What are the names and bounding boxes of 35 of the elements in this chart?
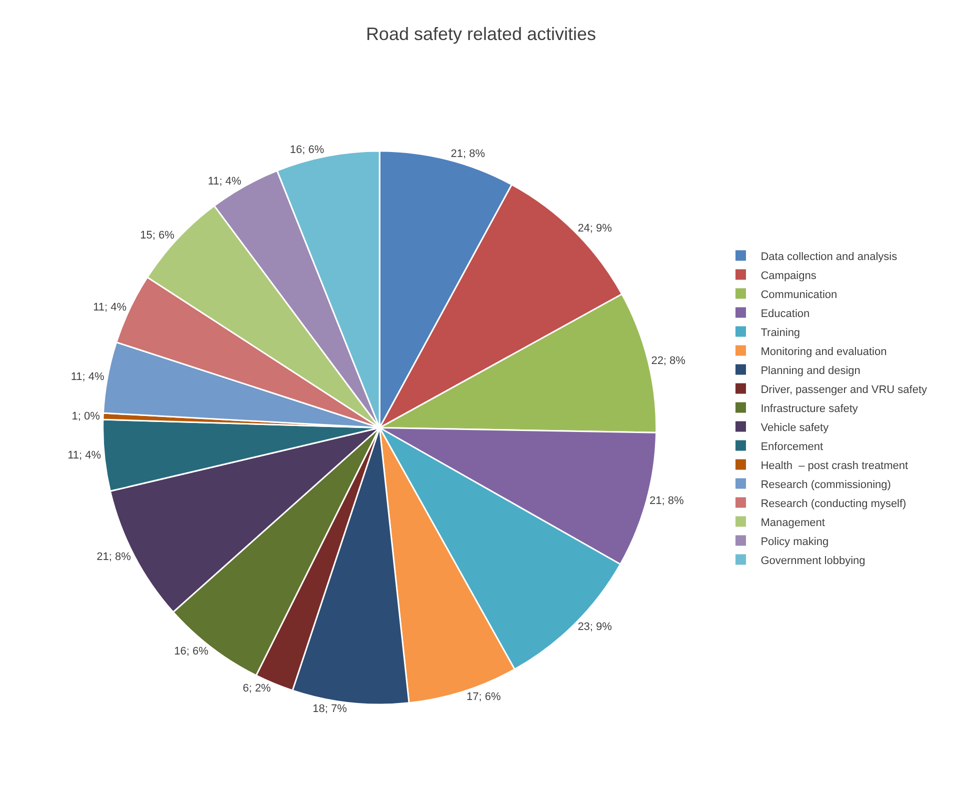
data-label: 1; 0%	[72, 410, 100, 422]
data-label: 18; 7%	[312, 702, 348, 715]
legend-label: Research (conducting myself)	[760, 498, 906, 510]
data-label: 16; 6%	[290, 144, 324, 156]
legend-label: Research (commissioning)	[760, 478, 891, 491]
legend-label: Planning and design	[760, 364, 860, 377]
data-label: 6; 2%	[242, 682, 272, 695]
legend-label: Data collection and analysis	[760, 250, 898, 263]
legend-label: Communication	[760, 288, 838, 301]
data-label: 21; 8%	[96, 550, 132, 563]
data-label: 23; 9%	[578, 621, 612, 634]
data-label: 11; 4%	[70, 370, 104, 383]
legend-label: Enforcement	[760, 440, 824, 453]
data-label: 11; 4%	[208, 176, 242, 188]
data-label: 21; 8%	[450, 148, 486, 160]
legend-label: Management	[760, 516, 825, 529]
data-label: 11; 4%	[93, 302, 127, 314]
data-label: 21; 8%	[650, 495, 684, 508]
data-label: 11; 4%	[68, 450, 102, 462]
data-label: 17; 6%	[466, 690, 502, 703]
legend-label: Government lobbying	[760, 554, 866, 567]
data-label: 22; 8%	[651, 354, 686, 367]
legend-label: Education	[760, 308, 810, 320]
legend-label: Training	[760, 326, 800, 339]
chart-title: Road safety related activities	[366, 24, 596, 44]
legend-label: Campaigns	[760, 270, 817, 282]
data-label: 15; 6%	[140, 230, 175, 242]
legend-label: Policy making	[760, 536, 829, 548]
data-label: 16; 6%	[174, 646, 209, 658]
legend-label: Monitoring and evaluation	[760, 346, 887, 358]
legend-label: Vehicle safety	[760, 422, 830, 434]
legend-label: Health – post crash treatment	[760, 460, 908, 472]
legend-label: Infrastructure safety	[760, 402, 858, 415]
data-label: 24; 9%	[578, 222, 612, 234]
legend-label: Driver, passenger and VRU safety	[760, 384, 928, 396]
